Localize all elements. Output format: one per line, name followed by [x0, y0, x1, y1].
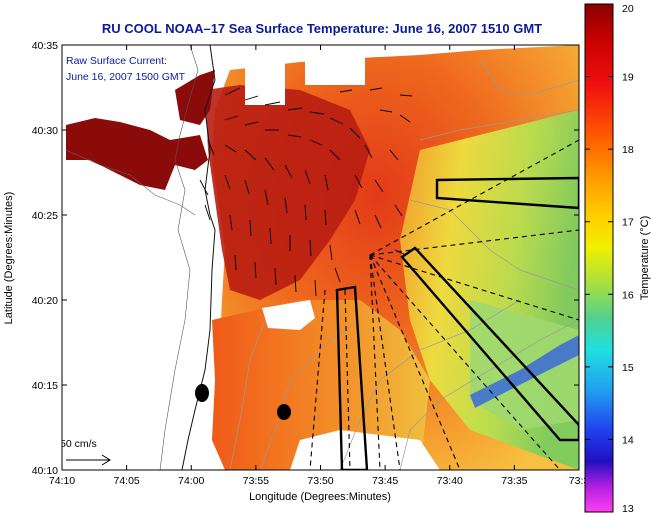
- colorbar-tick-label: 17: [622, 217, 634, 229]
- sampling-box-south: [335, 285, 369, 470]
- scale-arrow: [66, 454, 111, 466]
- transect-lines: [309, 139, 579, 470]
- colorbar-tick-label: 19: [622, 72, 634, 84]
- x-tick-label: 73:40: [437, 475, 463, 487]
- x-tick-label: 73:45: [372, 475, 398, 487]
- y-tick-label: 40:10: [32, 465, 58, 477]
- x-tick-label: 73:55: [243, 475, 269, 487]
- colorbar-label: Temperature (°C): [639, 216, 651, 300]
- figure-title: RU COOL NOAA–17 Sea Surface Temperature:…: [102, 21, 542, 36]
- inset-label-line2: June 16, 2007 1500 GMT: [66, 71, 186, 83]
- y-tick-label: 40:25: [32, 210, 58, 222]
- colorbar-tick-label: 16: [622, 289, 634, 301]
- station-marker-2: [277, 404, 291, 420]
- sampling-box-east: [435, 176, 579, 210]
- bathymetry-contours: [229, 59, 579, 470]
- y-axis-label: Latitude (Degrees:Minutes): [3, 192, 15, 325]
- coastline-bay: [65, 149, 196, 216]
- colorbar-tick-label: 13: [622, 503, 634, 515]
- colorbar-ticks: 20 19 18 17 16 15 14 13: [585, 3, 634, 515]
- x-tick-label: 73:50: [307, 475, 333, 487]
- colorbar-tick-label: 20: [622, 3, 634, 15]
- y-tick-label: 40:30: [32, 125, 58, 137]
- colorbar-tick-label: 18: [622, 144, 634, 156]
- colorbar: 20 19 18 17 16 15 14 13 Temperature (°C): [584, 3, 651, 515]
- x-tick-label: 74:05: [113, 475, 139, 487]
- inset-label-line1: Raw Surface Current:: [66, 55, 167, 67]
- colorbar-scale: [584, 3, 614, 513]
- scale-label: 50 cm/s: [60, 438, 97, 450]
- sst-hot-bay: [66, 118, 208, 190]
- sampling-box-southeast: [400, 246, 579, 442]
- sst-hot-nearshore: [205, 85, 370, 300]
- station-marker-1: [195, 384, 209, 402]
- x-axis-ticks: 74:10 74:05 74:00 73:55 73:50 73:45 73:40 73:35…: [49, 45, 590, 487]
- coastline-inner: [159, 45, 199, 470]
- x-tick-label: 74:10: [49, 475, 75, 487]
- gap-north-2: [305, 55, 365, 85]
- y-tick-label: 40:15: [32, 380, 58, 392]
- y-axis-ticks: 40:35 40:30 40:25 40:20 40:15 40:10: [32, 40, 579, 477]
- x-axis-label: Longitude (Degrees:Minutes): [249, 491, 391, 503]
- x-tick-label: 74:00: [178, 475, 204, 487]
- colorbar-tick-label: 15: [622, 362, 634, 374]
- x-tick-label: 73:3: [569, 475, 590, 487]
- sampling-boxes: [335, 176, 579, 470]
- sst-cold-streak: [470, 335, 579, 408]
- sst-field-south: [212, 300, 430, 470]
- map-plot-area: 50 cm/s Raw Surface Current: June 16, 20…: [60, 45, 579, 470]
- gap-middle: [262, 300, 315, 330]
- y-tick-label: 40:35: [32, 40, 58, 52]
- coastline: [181, 45, 216, 470]
- y-tick-label: 40:20: [32, 295, 58, 307]
- colorbar-tick-label: 14: [622, 434, 634, 446]
- surface-current-vectors: [199, 87, 413, 297]
- x-tick-label: 73:35: [501, 475, 527, 487]
